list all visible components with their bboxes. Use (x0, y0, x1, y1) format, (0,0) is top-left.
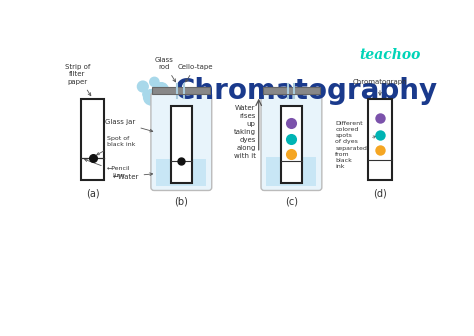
Text: (b): (b) (174, 197, 188, 207)
Bar (263, 87, 320, 94)
Text: (c): (c) (285, 197, 298, 207)
Text: Glass
rod: Glass rod (155, 57, 175, 82)
Text: Different
colored
spots
of dyes
separated
from
black
ink: Different colored spots of dyes separate… (335, 121, 376, 169)
Bar (266, 157, 317, 186)
Circle shape (137, 81, 148, 92)
Text: Glass jar: Glass jar (105, 119, 153, 132)
Text: (a): (a) (86, 189, 100, 199)
Text: teachoo: teachoo (359, 48, 421, 62)
Circle shape (151, 96, 162, 107)
Text: ←Pencil
   line: ←Pencil line (85, 159, 130, 178)
FancyBboxPatch shape (151, 93, 212, 191)
Bar (156, 159, 206, 186)
Text: Cello-tape: Cello-tape (177, 65, 213, 82)
Text: Water
rises
up
taking
dyes
along
with it: Water rises up taking dyes along with it (234, 105, 255, 159)
Bar (153, 87, 210, 94)
Text: Chromatography: Chromatography (174, 77, 438, 105)
Circle shape (143, 90, 151, 98)
Bar (81, 99, 104, 180)
Circle shape (150, 77, 159, 86)
Text: (d): (d) (373, 189, 387, 199)
Circle shape (155, 83, 168, 96)
Circle shape (144, 90, 159, 105)
Circle shape (159, 87, 171, 99)
Bar (171, 106, 192, 183)
Bar (368, 99, 392, 180)
Text: Spot of
black ink: Spot of black ink (97, 136, 136, 155)
Text: Strip of
filter
paper: Strip of filter paper (64, 64, 91, 96)
Text: ←Water: ←Water (112, 173, 153, 180)
Text: Chromatograph: Chromatograph (353, 79, 407, 95)
Bar (281, 106, 302, 183)
FancyBboxPatch shape (261, 93, 322, 191)
